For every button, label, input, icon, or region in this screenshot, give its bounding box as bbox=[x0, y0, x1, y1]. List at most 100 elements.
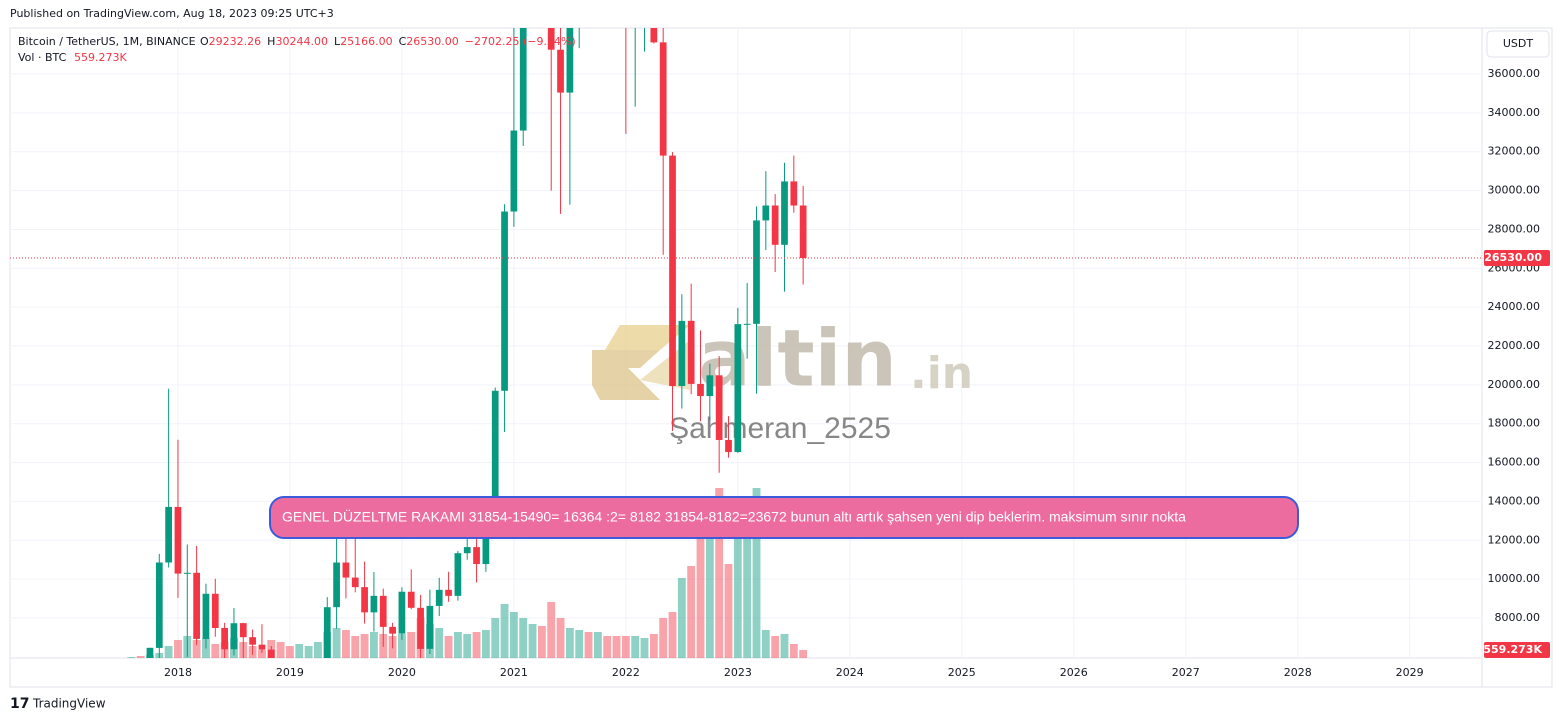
candle-body bbox=[557, 49, 564, 93]
volume-bar bbox=[407, 632, 416, 658]
candle-body bbox=[706, 375, 714, 397]
candle-body bbox=[781, 181, 788, 245]
candle-body bbox=[743, 323, 751, 325]
x-tick-label: 2020 bbox=[388, 666, 416, 679]
volume-bar bbox=[640, 638, 649, 658]
volume-bar bbox=[705, 498, 714, 658]
candle-body bbox=[491, 390, 499, 506]
footer: 17 TradingView bbox=[10, 696, 106, 712]
y-tick-label: 30000.00 bbox=[1488, 184, 1541, 197]
y-tick-label: 20000.00 bbox=[1488, 378, 1541, 391]
volume-bar bbox=[258, 650, 266, 658]
y-tick-label: 10000.00 bbox=[1488, 572, 1541, 585]
candle-body bbox=[202, 593, 210, 639]
candle-body bbox=[239, 623, 247, 638]
volume-bar bbox=[696, 518, 705, 658]
x-tick-label: 2022 bbox=[612, 666, 640, 679]
candle-body bbox=[407, 591, 415, 608]
ohlc-change: −2702.25 (−9.24%) bbox=[465, 35, 576, 48]
candle-body bbox=[473, 547, 480, 565]
volume-bar bbox=[351, 636, 360, 658]
candle-body bbox=[566, 28, 574, 93]
candle-body bbox=[715, 375, 723, 440]
candle-body bbox=[799, 205, 807, 259]
candle-body bbox=[379, 595, 387, 627]
volume-bar bbox=[687, 566, 696, 658]
candle-body bbox=[221, 627, 228, 650]
volume-bar bbox=[575, 630, 584, 658]
candle-body bbox=[174, 506, 182, 574]
published-line: Published on TradingView.com, Aug 18, 20… bbox=[10, 7, 334, 20]
candle-body bbox=[315, 670, 322, 694]
candle-body bbox=[305, 694, 312, 700]
last-price-badge bbox=[1484, 250, 1550, 267]
volume-bar bbox=[435, 628, 444, 658]
volume-bar bbox=[733, 508, 742, 658]
volume-bar bbox=[444, 636, 453, 658]
volume-bar bbox=[342, 630, 350, 658]
candle-body bbox=[342, 562, 350, 578]
ohlc: O29232.26 H30244.00 L25166.00 C26530.00 −270… bbox=[200, 35, 576, 48]
logo-shape bbox=[605, 325, 690, 350]
candle-body bbox=[249, 637, 256, 645]
volume-bar bbox=[584, 632, 593, 658]
candle-body bbox=[361, 587, 368, 613]
volume-bar bbox=[314, 642, 322, 658]
volume-bar bbox=[295, 644, 304, 658]
volume-bar bbox=[649, 634, 658, 658]
candle-body bbox=[753, 220, 760, 324]
x-tick-label: 2023 bbox=[724, 666, 752, 679]
watermark-brand: altin bbox=[698, 314, 897, 404]
ohlc-key: L bbox=[334, 35, 341, 48]
volume-bar bbox=[780, 634, 789, 658]
footer-logo: 17 bbox=[10, 696, 29, 712]
volume-bar bbox=[127, 657, 136, 658]
volume-bar bbox=[743, 498, 752, 658]
candle-body bbox=[435, 589, 443, 606]
candle-body bbox=[267, 649, 275, 658]
ohlc-value: 26530.00 bbox=[406, 35, 459, 48]
volume-bar bbox=[631, 636, 640, 658]
candle-body bbox=[762, 205, 770, 221]
volume-bar bbox=[164, 646, 173, 658]
volume-bar bbox=[715, 488, 724, 658]
candle-body bbox=[165, 506, 172, 563]
volume-bar bbox=[528, 624, 537, 658]
currency-label[interactable]: USDT bbox=[1503, 37, 1534, 50]
volume-bar bbox=[789, 644, 798, 658]
volume-bar bbox=[547, 602, 556, 658]
volume-badge bbox=[1484, 642, 1550, 659]
volume-bar bbox=[724, 564, 733, 658]
x-tick-label: 2025 bbox=[948, 666, 976, 679]
last-price-label: 26530.00 bbox=[1484, 251, 1542, 264]
volume-bar bbox=[453, 632, 462, 658]
volume-bar bbox=[612, 636, 621, 658]
candle-body bbox=[501, 211, 508, 391]
candle-body bbox=[155, 562, 163, 648]
candle-body bbox=[650, 28, 658, 43]
volume-badge-label: 559.273K bbox=[1483, 643, 1542, 656]
candle-body bbox=[659, 42, 667, 156]
volume-bar bbox=[509, 612, 518, 658]
annotation: GENEL DÜZELTME RAKAMI 31854-15490= 16364… bbox=[269, 496, 1299, 539]
candle-body bbox=[146, 647, 154, 658]
currency-button[interactable] bbox=[1486, 30, 1550, 58]
watermark-author: Şahmeran_2525 bbox=[669, 412, 891, 445]
candle-body bbox=[697, 383, 704, 397]
y-tick-label: 12000.00 bbox=[1488, 533, 1541, 546]
x-tick-label: 2024 bbox=[836, 666, 864, 679]
volume-bar bbox=[537, 626, 546, 658]
candle-body bbox=[687, 320, 695, 384]
volume-bar bbox=[463, 634, 472, 658]
chart-frame bbox=[9, 27, 1553, 688]
y-tick-label: 36000.00 bbox=[1488, 67, 1541, 80]
volume-bar bbox=[192, 640, 201, 658]
footer-text: TradingView bbox=[32, 697, 106, 711]
candle-body bbox=[193, 572, 200, 639]
volume-bar bbox=[603, 636, 612, 658]
volume-bar bbox=[677, 578, 686, 658]
ohlc-value: 29232.26 bbox=[209, 35, 262, 48]
volume-bar bbox=[211, 644, 220, 658]
y-tick-label: 34000.00 bbox=[1488, 106, 1541, 119]
